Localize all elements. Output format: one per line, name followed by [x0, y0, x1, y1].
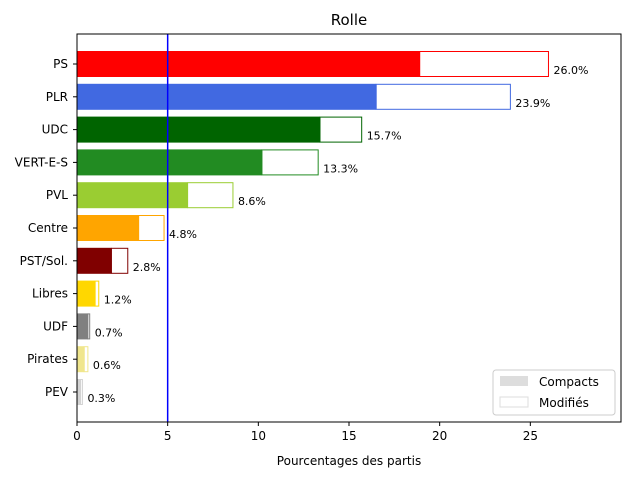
x-tick-label: 10	[251, 429, 266, 443]
bar-compacts-centre	[77, 215, 139, 241]
bars-layer: 26.0% 23.9% 15.7% 13.3% 8.6% 4.8% 2.8% 1.2% 0.7%…	[77, 51, 588, 405]
bar-modifies-pvl	[187, 182, 234, 209]
legend-swatch-modifies	[499, 396, 529, 408]
legend-swatch-compacts	[500, 376, 528, 386]
bar-modifies-udc	[319, 116, 363, 143]
bar-modifies-centre	[138, 215, 165, 241]
bar-modifies-ps	[419, 51, 549, 77]
x-tick-label: 0	[73, 429, 81, 443]
bar-modifies-pirates	[83, 346, 89, 373]
bar-modifies-libres	[94, 280, 100, 307]
bar-modifies-pst-sol	[110, 247, 129, 274]
total-label-vert-e-s: 13.3%	[323, 162, 358, 175]
y-tick-label-plr: PLR	[46, 90, 68, 104]
x-axis-label: Pourcentages des partis	[277, 454, 421, 468]
legend: Compacts Modifiés	[492, 369, 616, 416]
y-tick-label-pst-sol: PST/Sol.	[20, 254, 68, 268]
y-tick-label-vert-e-s: VERT-E-S	[15, 155, 68, 169]
total-label-plr: 23.9%	[515, 97, 550, 110]
x-tick-label: 5	[164, 429, 172, 443]
bar-compacts-udc	[77, 116, 320, 143]
total-label-udf: 0.7%	[95, 326, 123, 339]
total-label-pvl: 8.6%	[238, 195, 266, 208]
bar-compacts-udf	[77, 313, 88, 340]
total-label-udc: 15.7%	[367, 130, 402, 143]
x-tick-label: 20	[432, 429, 447, 443]
legend-label-compacts: Compacts	[539, 375, 599, 389]
total-label-pirates: 0.6%	[93, 359, 121, 372]
bar-compacts-libres	[77, 280, 96, 307]
y-tick-label-udc: UDC	[42, 123, 68, 137]
bar-modifies-vert-e-s	[261, 149, 319, 176]
bar-compacts-pirates	[77, 346, 85, 373]
bar-modifies-pev	[80, 379, 83, 405]
y-tick-label-pirates: Pirates	[27, 352, 68, 366]
chart-title: Rolle	[331, 11, 368, 29]
total-label-pev: 0.3%	[87, 392, 115, 405]
total-label-libres: 1.2%	[104, 294, 132, 307]
total-label-ps: 26.0%	[553, 64, 588, 77]
y-tick-label-ps: PS	[53, 57, 68, 71]
bar-compacts-ps	[77, 51, 420, 77]
y-tick-label-centre: Centre	[28, 221, 68, 235]
legend-label-modifies: Modifiés	[539, 396, 589, 410]
y-tick-label-libres: Libres	[32, 287, 68, 301]
bar-modifies-plr	[375, 83, 511, 110]
bar-compacts-pvl	[77, 182, 188, 209]
bar-modifies-udf	[87, 313, 91, 340]
y-axis: PS PLR UDC VERT-E-S PVL Centre PST/Sol. Libres U…	[15, 57, 77, 399]
bar-compacts-vert-e-s	[77, 149, 262, 176]
y-tick-label-udf: UDF	[43, 319, 68, 333]
y-tick-label-pvl: PVL	[46, 188, 68, 202]
bar-compacts-pev	[77, 379, 81, 405]
bar-compacts-plr	[77, 83, 377, 110]
x-tick-label: 25	[523, 429, 538, 443]
x-axis: 0 5 10 15 20 25	[73, 422, 538, 443]
total-label-pst-sol: 2.8%	[133, 261, 161, 274]
y-tick-label-pev: PEV	[45, 385, 69, 399]
total-label-centre: 4.8%	[169, 228, 197, 241]
bar-compacts-pst-sol	[77, 247, 112, 274]
x-tick-label: 15	[341, 429, 356, 443]
